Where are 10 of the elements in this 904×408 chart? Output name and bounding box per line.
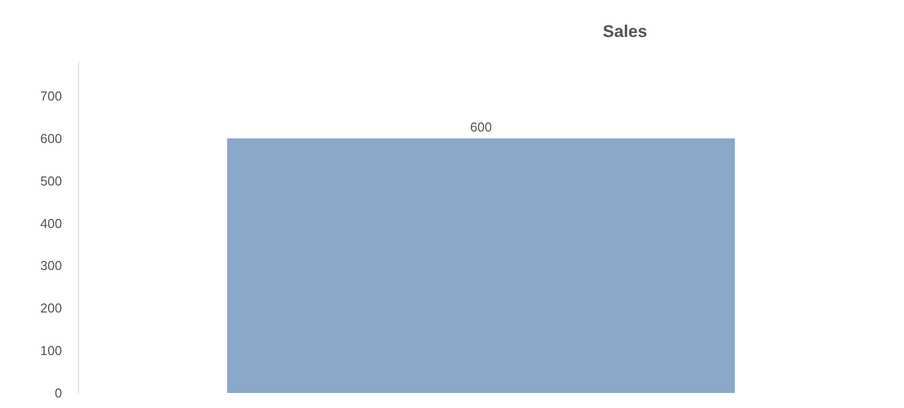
chart-title: Sales [602, 22, 648, 41]
y-tick-label: 600 [40, 130, 62, 146]
y-tick-label: 700 [40, 88, 62, 104]
y-tick-label: 500 [40, 173, 62, 188]
y-tick-label: 0 [54, 386, 62, 400]
y-tick-label: 300 [40, 258, 62, 274]
y-tick-label: 400 [40, 216, 62, 231]
data-label: 600 [470, 119, 492, 134]
y-tick-label: 200 [40, 300, 62, 316]
y-tick-label: 100 [40, 343, 62, 358]
